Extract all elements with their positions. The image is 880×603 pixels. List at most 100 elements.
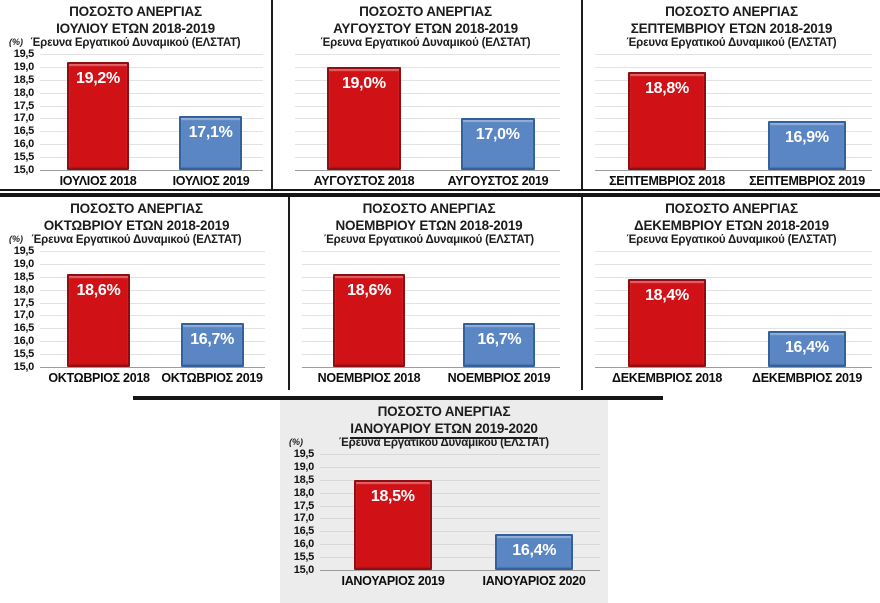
gridline [302, 354, 560, 356]
bar-earlier-year: 18,5% [353, 479, 432, 570]
x-axis-label: ΙΑΝΟΥΑΡΙΟΣ 2019 [341, 574, 445, 588]
gridline [295, 157, 560, 159]
chart-subtitle: Έρευνα Εργατικού Δυναμικού (ΕΛΣΤΑΤ) [320, 37, 531, 49]
x-axis-label: ΟΚΤΩΒΡΙΟΣ 2018 [48, 371, 150, 385]
y-tick-label: 15,0 [293, 564, 315, 576]
gridline [40, 131, 263, 133]
plot-area: 19,5 19,0 18,5 18,0 17,5 17,0 16,5 16,0 15,5 15,0… [14, 48, 263, 176]
gridline [302, 341, 560, 343]
chart-title: ΠΟΣΟΣΤΟ ΑΝΕΡΓΙΑΣ ΙΑΝΟΥΑΡΙΟΥ ΕΤΩΝ 2019-202… [280, 403, 608, 439]
gridline [295, 105, 560, 107]
y-tick-label: 16,5 [13, 125, 35, 138]
gridline [40, 66, 263, 68]
gridline [320, 544, 600, 546]
gridline [595, 315, 872, 317]
gridline [302, 276, 560, 278]
chart-title-line1: ΠΟΣΟΣΤΟ ΑΝΕΡΓΙΑΣ [359, 4, 492, 19]
chart-panel-december: ΠΟΣΟΣΤΟ ΑΝΕΡΓΙΑΣ ΔΕΚΕΜΒΡΙΟΥ ΕΤΩΝ 2018-201… [581, 197, 880, 390]
chart-title-line2: ΣΕΠΤΕΜΒΡΙΟΥ ΕΤΩΝ 2018-2019 [630, 21, 833, 36]
chart-title-line2: ΙΟΥΛΙΟΥ ΕΤΩΝ 2018-2019 [56, 21, 215, 36]
y-axis-unit-label: (%) [9, 234, 23, 244]
gridline [595, 251, 872, 252]
bar-later-year: 16,9% [768, 121, 846, 170]
gridline [595, 118, 872, 120]
gridline [40, 341, 265, 343]
gridline [40, 92, 263, 94]
chart-title: ΠΟΣΟΣΤΟ ΑΝΕΡΓΙΑΣ ΙΟΥΛΙΟΥ ΕΤΩΝ 2018-2019 [0, 3, 271, 37]
x-axis-baseline [595, 367, 872, 368]
gridline [295, 79, 560, 81]
bar-earlier-year: 19,0% [326, 66, 401, 170]
chart-subtitle: Έρευνα Εργατικού Δυναμικού (ΕΛΣΤΑΤ) [31, 234, 242, 246]
gridline [302, 289, 560, 291]
chart-title-line1: ΠΟΣΟΣΤΟ ΑΝΕΡΓΙΑΣ [377, 404, 511, 419]
bar-value-label: 19,2% [76, 69, 120, 87]
gridline [320, 531, 600, 533]
chart-title-line1: ΠΟΣΟΣΤΟ ΑΝΕΡΓΙΑΣ [362, 201, 496, 216]
x-axis-baseline [40, 367, 265, 368]
gridline [302, 302, 560, 304]
bar-value-label: 16,7% [190, 331, 235, 349]
gridline [595, 54, 872, 55]
gridline [40, 328, 265, 330]
gridline [40, 54, 263, 55]
gridline [40, 354, 265, 356]
y-tick-label: 16,0 [293, 538, 315, 551]
plot-area: 19,5 19,0 18,5 18,0 17,5 17,0 16,5 16,0 15,5 15,0… [294, 448, 600, 576]
x-axis-label: ΣΕΠΤΕΜΒΡΙΟΣ 2018 [609, 174, 725, 188]
x-axis-label: ΝΟΕΜΒΡΙΟΣ 2019 [447, 371, 551, 385]
gridline [595, 144, 872, 146]
y-tick-label: 18,0 [13, 283, 35, 296]
plot-area: 19,0% 17,0% [295, 54, 560, 171]
y-tick-label: 18,5 [13, 270, 35, 283]
gridline [320, 557, 600, 559]
bar-value-label: 17,0% [475, 126, 520, 144]
gridline [295, 54, 560, 55]
y-tick-label: 17,5 [13, 99, 35, 112]
chart-panel-august: ΠΟΣΟΣΤΟ ΑΝΕΡΓΙΑΣ ΑΥΓΟΥΣΤΟΥ ΕΤΩΝ 2018-2019… [283, 0, 568, 189]
y-tick-label: 19,0 [13, 60, 35, 73]
gridline [595, 92, 872, 94]
bar-later-year: 16,7% [180, 323, 244, 367]
bar-value-label: 18,4% [645, 287, 689, 305]
chart-subtitle: Έρευνα Εργατικού Δυναμικού (ΕΛΣΤΑΤ) [339, 437, 549, 449]
bar-value-label: 18,5% [370, 487, 415, 505]
x-axis-baseline [302, 367, 560, 368]
bar-later-year: 16,4% [768, 330, 846, 367]
bar-value-label: 16,4% [512, 541, 557, 559]
gridline [40, 315, 265, 317]
y-tick-label: 17,0 [13, 112, 35, 125]
chart-title-line2: ΔΕΚΕΜΒΡΙΟΥ ΕΤΩΝ 2018-2019 [634, 218, 829, 233]
y-tick-label: 15,5 [13, 151, 35, 164]
y-tick-label: 17,5 [13, 296, 35, 309]
gridline [302, 328, 560, 330]
gridline [595, 66, 872, 68]
chart-title: ΠΟΣΟΣΤΟ ΑΝΕΡΓΙΑΣ ΣΕΠΤΕΜΒΡΙΟΥ ΕΤΩΝ 2018-20… [583, 3, 880, 37]
chart-panel-november: ΠΟΣΟΣΤΟ ΑΝΕΡΓΙΑΣ ΝΟΕΜΒΡΙΟΥ ΕΤΩΝ 2018-2019… [288, 197, 568, 390]
gridline [40, 157, 263, 159]
y-tick-label: 16,5 [13, 322, 35, 335]
chart-subtitle: Έρευνα Εργατικού Δυναμικού (ΕΛΣΤΑΤ) [30, 37, 241, 49]
y-tick-label: 17,0 [293, 512, 315, 525]
gridline [295, 92, 560, 94]
gridline [40, 144, 263, 146]
gridline [40, 79, 263, 81]
bar-value-label: 18,6% [347, 282, 391, 300]
x-axis-label: ΑΥΓΟΥΣΤΟΣ 2019 [447, 174, 549, 188]
x-axis-label: ΝΟΕΜΒΡΙΟΣ 2018 [317, 371, 421, 385]
bar-later-year: 17,1% [179, 115, 242, 170]
chart-title-line2: ΑΥΓΟΥΣΤΟΥ ΕΤΩΝ 2018-2019 [333, 21, 518, 36]
x-axis-label: ΣΕΠΤΕΜΒΡΙΟΣ 2019 [749, 174, 865, 188]
gridline [295, 131, 560, 133]
gridline [40, 276, 265, 278]
gridline [595, 341, 872, 343]
row2-separator-line [133, 396, 663, 400]
gridline [320, 466, 600, 468]
y-tick-label: 16,5 [293, 525, 315, 538]
bar-value-label: 16,7% [477, 331, 522, 349]
gridline [595, 276, 872, 278]
chart-title-line2: ΟΚΤΩΒΡΙΟΥ ΕΤΩΝ 2018-2019 [43, 218, 230, 233]
bar-later-year: 16,7% [463, 323, 536, 367]
chart-panel-october: ΠΟΣΟΣΤΟ ΑΝΕΡΓΙΑΣ ΟΚΤΩΒΡΙΟΥ ΕΤΩΝ 2018-2019… [0, 197, 273, 390]
bar-earlier-year: 18,6% [332, 274, 406, 367]
